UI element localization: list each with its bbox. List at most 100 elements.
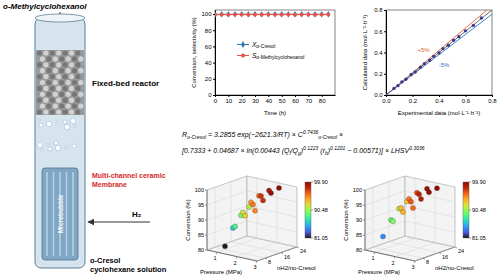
point (400, 80, 403, 83)
equation-part: − 0.00571)] × LHSV (345, 147, 410, 155)
equation-part: 0.1223 (303, 145, 319, 151)
tick-mark (216, 252, 217, 254)
axis-title: Calculated data (mol·L⁻¹·h⁻¹) (362, 15, 368, 91)
grid-line (415, 187, 455, 261)
point (400, 210, 405, 215)
particle (59, 92, 64, 97)
particle (63, 50, 68, 55)
particle (63, 109, 68, 114)
particle (53, 104, 58, 109)
tick: 60 (292, 95, 299, 104)
tick: 0.6 (462, 95, 471, 104)
tick-label: 100 (353, 187, 362, 193)
tick-mark (213, 79, 215, 80)
particle (63, 98, 68, 103)
tick-label: 90.48 (314, 207, 328, 213)
membrane-channel (66, 172, 68, 256)
tick-mark (265, 258, 267, 259)
grid-line (395, 183, 435, 257)
particle (75, 50, 80, 55)
point (413, 70, 416, 73)
particle (43, 74, 48, 79)
particle (46, 92, 51, 97)
tick-label: 0.2 (409, 98, 418, 104)
marker (286, 13, 290, 17)
tick-label: 10 (225, 98, 232, 104)
axis-title: Time (h) (264, 110, 286, 116)
tick-label: 99.90 (314, 179, 328, 185)
grid-line (365, 176, 455, 190)
tick: 0 (208, 92, 215, 98)
tick-label: 0.6 (374, 29, 383, 35)
tick-mark (311, 182, 313, 183)
tick-label: 0 (208, 92, 212, 98)
membrane-channel (72, 172, 74, 256)
point (426, 190, 431, 195)
tick-mark (256, 261, 257, 263)
tick-mark (282, 95, 283, 97)
tick-mark (363, 205, 365, 206)
catalyst-bed (36, 50, 84, 115)
point (250, 202, 255, 207)
particle (37, 74, 42, 79)
point (392, 87, 395, 90)
tick-mark (242, 95, 243, 97)
point (390, 219, 395, 224)
point (409, 73, 412, 76)
series-line (215, 14, 328, 15)
marker (233, 12, 237, 16)
tick-label: 0.2 (374, 71, 383, 77)
tick-mark (363, 235, 365, 236)
tick-label: 90 (198, 217, 204, 223)
x-axis: 0.00.20.40.60.8 (382, 95, 497, 104)
point (472, 24, 475, 27)
tick-label: 0.8 (374, 7, 383, 13)
tick-mark (205, 250, 207, 251)
reactor-diagram: o-MethylcyclohexanolFixed-bed reactorMul… (3, 2, 167, 274)
particle (69, 50, 74, 55)
particle (37, 86, 42, 91)
marker (226, 13, 230, 17)
particle (78, 92, 83, 97)
particle (63, 74, 68, 79)
tick-mark (205, 220, 207, 221)
marker (273, 11, 277, 17)
plot-area (222, 185, 281, 248)
grid-line (257, 187, 297, 261)
axis-title: nH2/no-Cresol (435, 265, 474, 271)
particle (37, 98, 42, 103)
point (408, 199, 413, 204)
tick-mark (469, 238, 471, 239)
particle (43, 86, 48, 91)
point (447, 44, 450, 47)
gas-arrow (88, 221, 150, 222)
particle (69, 86, 74, 91)
particle (50, 109, 55, 114)
reference-line (386, 10, 492, 95)
axis-title: Experimental data (mol·L⁻¹·h⁻¹) (398, 110, 480, 116)
reactor-tube (35, 18, 85, 268)
tick-label: 80 (319, 98, 326, 104)
tick-label: 50 (279, 98, 286, 104)
point (480, 16, 483, 19)
tick: 40 (205, 60, 215, 66)
tick-label: 3 (253, 264, 256, 270)
label: Microbubble (57, 194, 64, 233)
marker (220, 13, 224, 17)
tick-label: 20 (205, 76, 212, 82)
particle (50, 62, 55, 67)
point (232, 224, 237, 229)
grid-line (207, 176, 297, 190)
point (404, 78, 407, 81)
point (276, 185, 281, 190)
tick: 0.8 (488, 95, 497, 104)
equation-part: o-Cresol (318, 134, 338, 140)
colorbar (463, 182, 469, 238)
colorbar (305, 182, 311, 238)
tick-label: 80 (356, 247, 362, 253)
particle (59, 104, 64, 109)
tick-label: 24 (458, 248, 464, 254)
marker (320, 13, 324, 17)
marker (313, 11, 317, 17)
particle (69, 98, 74, 103)
